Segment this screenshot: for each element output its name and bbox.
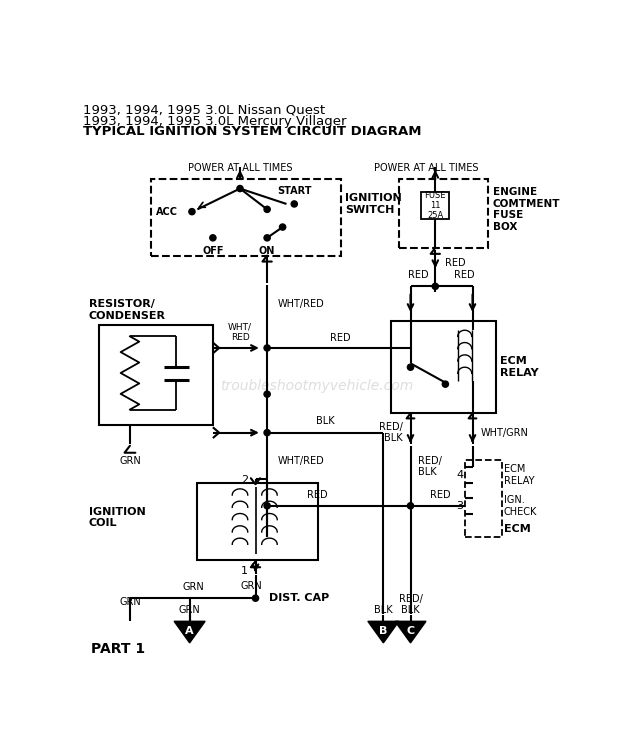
Text: WHT/RED: WHT/RED [277, 299, 324, 309]
Text: BLK: BLK [374, 605, 392, 615]
Bar [391, 321, 496, 413]
Text: GRN: GRN [241, 581, 263, 591]
Text: BLK: BLK [316, 416, 334, 427]
Bar [151, 178, 341, 256]
Text: GRN: GRN [119, 598, 141, 608]
Circle shape [237, 185, 243, 192]
Text: RED: RED [331, 332, 351, 343]
Text: FUSE
11
25A: FUSE 11 25A [425, 190, 446, 220]
Circle shape [407, 364, 413, 370]
Text: IGNITION
SWITCH: IGNITION SWITCH [345, 194, 402, 214]
Text: RED: RED [430, 490, 451, 500]
Text: POWER AT ALL TIMES: POWER AT ALL TIMES [188, 164, 292, 173]
Text: ECM
RELAY: ECM RELAY [504, 464, 534, 486]
Bar [399, 178, 488, 248]
Circle shape [264, 206, 270, 212]
Text: RED/
BLK: RED/ BLK [418, 456, 442, 477]
Text: RED: RED [408, 270, 428, 280]
Circle shape [264, 503, 270, 509]
Circle shape [189, 209, 195, 214]
Text: A: A [185, 626, 194, 636]
Text: WHT/
RED: WHT/ RED [228, 322, 252, 342]
Text: ECM
RELAY: ECM RELAY [501, 356, 539, 378]
Bar [197, 483, 318, 560]
Text: RED/
BLK: RED/ BLK [379, 422, 403, 443]
Bar [421, 193, 449, 219]
Circle shape [442, 381, 449, 387]
Text: DIST. CAP: DIST. CAP [269, 593, 329, 603]
Text: GRN: GRN [179, 605, 200, 615]
Text: WHT/RED: WHT/RED [277, 456, 324, 466]
Text: WHT/GRN: WHT/GRN [480, 427, 528, 438]
Text: RED: RED [444, 258, 465, 268]
Circle shape [279, 224, 286, 230]
Text: RED: RED [307, 490, 328, 500]
Text: OFF: OFF [202, 245, 224, 256]
Text: IGN.
CHECK: IGN. CHECK [504, 495, 537, 517]
Text: 1993, 1994, 1995 3.0L Nissan Quest: 1993, 1994, 1995 3.0L Nissan Quest [83, 104, 326, 117]
Circle shape [264, 345, 270, 351]
Polygon shape [395, 621, 426, 643]
Text: RESISTOR/
CONDENSER: RESISTOR/ CONDENSER [89, 299, 166, 321]
Polygon shape [174, 621, 205, 643]
Text: ON: ON [259, 245, 275, 256]
Text: GRN: GRN [119, 456, 141, 466]
Circle shape [252, 595, 258, 602]
Circle shape [210, 235, 216, 241]
Circle shape [264, 235, 270, 241]
Text: ECM: ECM [504, 524, 530, 534]
Text: RED: RED [454, 270, 475, 280]
Text: B: B [379, 626, 387, 636]
Text: troubleshootmyvehicle.com: troubleshootmyvehicle.com [220, 380, 413, 394]
Text: POWER AT ALL TIMES: POWER AT ALL TIMES [374, 164, 478, 173]
Text: RED/
BLK: RED/ BLK [399, 593, 423, 615]
Text: TYPICAL IGNITION SYSTEM CIRCUIT DIAGRAM: TYPICAL IGNITION SYSTEM CIRCUIT DIAGRAM [83, 125, 422, 139]
Text: 1993, 1994, 1995 3.0L Mercury Villager: 1993, 1994, 1995 3.0L Mercury Villager [83, 115, 347, 128]
Circle shape [264, 430, 270, 436]
Text: 1: 1 [241, 566, 248, 576]
Text: 3: 3 [456, 501, 464, 511]
Text: C: C [407, 626, 415, 636]
Text: ENGINE
COMTMENT
FUSE
BOX: ENGINE COMTMENT FUSE BOX [493, 187, 560, 232]
Bar [99, 325, 213, 425]
Text: GRN: GRN [183, 582, 205, 592]
Text: ACC: ACC [156, 207, 178, 217]
Text: 4: 4 [456, 470, 464, 480]
Circle shape [432, 284, 438, 290]
Circle shape [264, 391, 270, 398]
Bar [465, 460, 502, 536]
Text: START: START [277, 186, 311, 196]
Text: PART 1: PART 1 [91, 642, 145, 656]
Text: IGNITION
COIL: IGNITION COIL [89, 506, 146, 528]
Circle shape [407, 503, 413, 509]
Text: 2: 2 [240, 476, 248, 485]
Circle shape [291, 201, 297, 207]
Polygon shape [368, 621, 399, 643]
